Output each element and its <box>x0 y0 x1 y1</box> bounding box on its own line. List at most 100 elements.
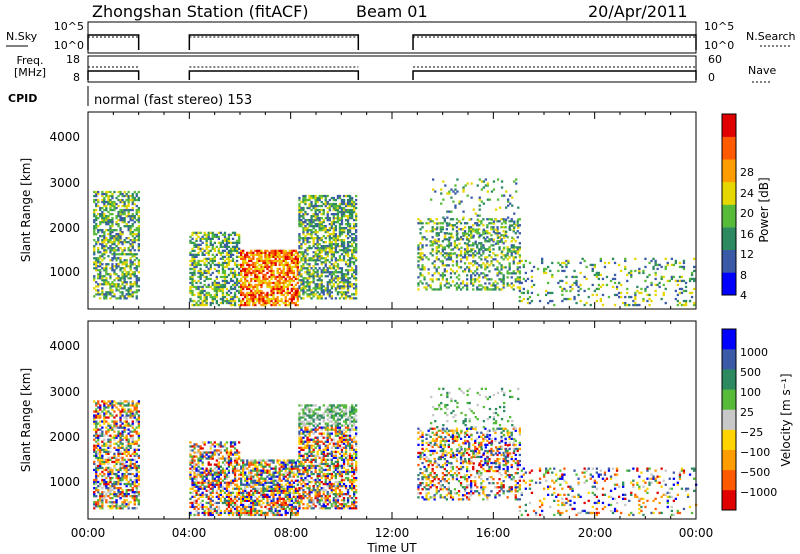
heatmap-cell <box>123 458 126 461</box>
heatmap-cell <box>131 241 134 244</box>
heatmap-cell <box>95 432 98 435</box>
heatmap-cell <box>346 289 350 292</box>
heatmap-cell <box>109 202 112 206</box>
heatmap-cell <box>330 202 333 206</box>
heatmap-cell <box>123 295 126 298</box>
heatmap-cell <box>348 227 352 230</box>
heatmap-cell <box>199 243 202 246</box>
heatmap-cell <box>488 218 491 221</box>
heatmap-cell <box>268 275 271 279</box>
heatmap-cell <box>678 287 682 291</box>
heatmap-cell <box>595 275 598 279</box>
heatmap-cell <box>229 295 233 299</box>
heatmap-cell <box>225 239 229 242</box>
heatmap-cell <box>304 237 307 240</box>
heatmap-cell <box>97 257 100 260</box>
heatmap-cell <box>517 218 520 221</box>
heatmap-cell <box>324 257 327 260</box>
heatmap-cell <box>201 477 204 480</box>
heatmap-cell <box>508 256 511 259</box>
heatmap-cell <box>332 235 335 238</box>
heatmap-cell <box>125 503 128 506</box>
heatmap-cell <box>478 228 481 231</box>
heatmap-cell <box>246 301 249 305</box>
heatmap-cell <box>119 424 122 427</box>
heatmap-cell <box>191 267 194 271</box>
heatmap-cell <box>488 248 492 251</box>
heatmap-cell <box>565 259 568 263</box>
heatmap-cell <box>316 217 319 220</box>
heatmap-cell <box>133 485 136 488</box>
heatmap-cell <box>189 267 192 271</box>
heatmap-cell <box>137 243 140 246</box>
heatmap-cell <box>340 233 344 236</box>
heatmap-cell <box>268 269 271 273</box>
heatmap-cell <box>105 267 108 270</box>
heatmap-cell <box>312 291 315 294</box>
heatmap-cell <box>221 279 225 283</box>
heatmap-cell <box>256 291 259 295</box>
heatmap-cell <box>324 263 327 266</box>
heatmap-cell <box>484 230 487 233</box>
heatmap-cell <box>121 295 124 298</box>
heatmap-cell <box>223 511 227 515</box>
heatmap-cell <box>103 478 106 482</box>
heatmap-cell <box>211 455 214 458</box>
heatmap-cell <box>500 234 503 237</box>
heatmap-cell <box>557 261 560 265</box>
heatmap-cell <box>320 263 323 266</box>
heatmap-cell <box>344 279 348 282</box>
heatmap-cell <box>250 283 253 287</box>
heatmap-cell <box>294 291 297 295</box>
heatmap-cell <box>203 475 206 478</box>
heatmap-cell <box>336 283 340 286</box>
heatmap-cell <box>115 462 118 466</box>
heatmap-cell <box>353 293 356 296</box>
heatmap-cell <box>93 208 96 212</box>
heatmap-cell <box>340 239 344 242</box>
heatmap-cell <box>316 249 319 252</box>
heatmap-cell <box>310 297 313 300</box>
heatmap-cell <box>115 499 118 502</box>
heatmap-cell <box>437 222 440 225</box>
heatmap-cell <box>95 505 98 508</box>
heatmap-cell <box>227 245 231 248</box>
heatmap-cell <box>565 297 568 301</box>
heatmap-cell <box>282 275 285 279</box>
heatmap-cell <box>348 204 352 208</box>
heatmap-cell <box>195 473 198 476</box>
heatmap-cell <box>346 237 350 240</box>
heatmap-cell <box>338 202 342 206</box>
heatmap-cell <box>353 204 356 208</box>
heatmap-cell <box>95 436 98 439</box>
heatmap-cell <box>123 430 126 433</box>
heatmap-cell <box>260 303 263 307</box>
heatmap-cell <box>223 259 227 263</box>
heatmap-cell <box>425 286 428 289</box>
heatmap-cell <box>193 495 196 498</box>
heatmap-cell <box>320 217 323 220</box>
heatmap-cell <box>478 198 481 201</box>
heatmap-cell <box>328 235 331 238</box>
heatmap-cell <box>229 255 233 258</box>
heatmap-cell <box>340 208 344 212</box>
heatmap-cell <box>338 297 342 300</box>
heatmap-cell <box>117 454 120 457</box>
heatmap-cell <box>516 246 519 249</box>
heatmap-cell <box>486 190 489 193</box>
heatmap-cell <box>524 271 527 275</box>
heatmap-cell <box>286 273 289 277</box>
heatmap-cell <box>302 293 305 296</box>
heatmap-cell <box>211 283 214 287</box>
power-cbar-tick-24: 24 <box>740 187 754 200</box>
heatmap-cell <box>189 441 192 444</box>
heatmap-cell <box>330 247 333 250</box>
heatmap-cell <box>310 208 313 212</box>
heatmap-cell <box>620 295 623 299</box>
heatmap-cell <box>670 257 673 260</box>
heatmap-cell <box>312 271 315 274</box>
heatmap-cell <box>276 249 279 252</box>
heatmap-cell <box>99 293 102 296</box>
heatmap-cell <box>201 507 204 511</box>
heatmap-cell <box>320 249 323 252</box>
